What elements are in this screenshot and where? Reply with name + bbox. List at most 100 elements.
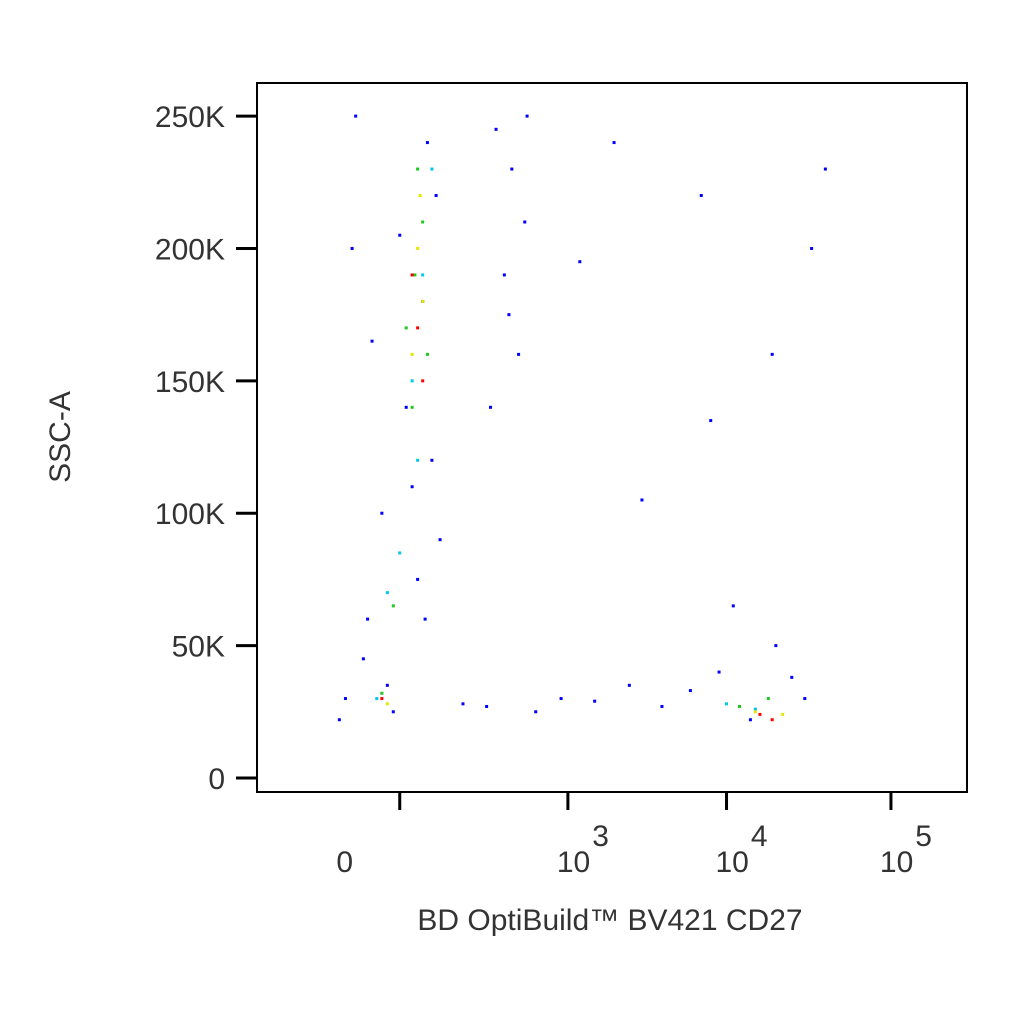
x-tick-exponent: 5 [915, 820, 932, 853]
point [398, 551, 402, 555]
point [770, 352, 774, 356]
point [385, 683, 389, 687]
point [416, 326, 420, 330]
y-tick-label: 100K [155, 498, 225, 531]
point [766, 697, 770, 701]
point [416, 577, 420, 581]
point [510, 167, 514, 171]
x-tick-label: 105 [880, 820, 932, 879]
point [660, 704, 664, 708]
point [627, 683, 631, 687]
point [410, 485, 414, 489]
point [438, 538, 442, 542]
x-tick-base: 10 [557, 846, 590, 879]
point [354, 114, 358, 118]
point [410, 379, 414, 383]
point [737, 704, 741, 708]
point [416, 246, 420, 250]
point [774, 644, 778, 648]
x-tick-label: 103 [557, 820, 609, 879]
point [494, 127, 498, 131]
point [709, 419, 713, 423]
point [593, 699, 597, 703]
point [790, 675, 794, 679]
point [370, 339, 374, 343]
point [410, 405, 414, 409]
y-tick-label: 50K [172, 631, 225, 664]
point [380, 691, 384, 695]
point [810, 246, 814, 250]
point [688, 689, 692, 693]
point [410, 273, 414, 277]
x-tick-label: 0 [336, 846, 353, 879]
point [770, 718, 774, 722]
point [803, 697, 807, 701]
point [398, 233, 402, 237]
point [758, 712, 762, 716]
point [559, 697, 563, 701]
point [699, 194, 703, 198]
point [391, 604, 395, 608]
point [418, 194, 422, 198]
point [375, 697, 379, 701]
point [725, 702, 729, 706]
point [823, 167, 827, 171]
x-tick-label: 104 [715, 820, 767, 879]
point [731, 604, 735, 608]
point [578, 260, 582, 264]
point [416, 458, 420, 462]
x-tick-base: 10 [715, 846, 748, 879]
point [413, 273, 417, 277]
point [430, 167, 434, 171]
point [410, 352, 414, 356]
point [404, 405, 408, 409]
point [781, 712, 785, 716]
point [350, 246, 354, 250]
y-tick-label: 0 [208, 763, 225, 796]
point [753, 710, 757, 714]
point [391, 710, 395, 714]
point [421, 379, 425, 383]
x-tick-base: 10 [880, 846, 913, 879]
point [525, 114, 529, 118]
point [385, 591, 389, 595]
x-tick-exponent: 4 [751, 820, 768, 853]
x-tick-exponent: 3 [592, 820, 609, 853]
point [423, 617, 427, 621]
point [425, 141, 429, 145]
point [343, 697, 347, 701]
point [753, 707, 757, 711]
point [430, 458, 434, 462]
point [361, 657, 365, 661]
y-tick-label: 250K [155, 101, 225, 134]
point [366, 617, 370, 621]
point [502, 273, 506, 277]
x-tick-base: 0 [336, 846, 353, 879]
point [612, 141, 616, 145]
point [416, 167, 420, 171]
point [485, 704, 489, 708]
point [421, 273, 425, 277]
plot-frame [256, 82, 968, 793]
point [421, 220, 425, 224]
point [434, 194, 438, 198]
y-axis-title: SSC-A [44, 391, 77, 483]
point [337, 718, 341, 722]
y-tick-label: 150K [155, 366, 225, 399]
point [425, 352, 429, 356]
y-tick-label: 200K [155, 233, 225, 266]
point [507, 313, 511, 317]
point [748, 718, 752, 722]
point [717, 670, 721, 674]
point [380, 511, 384, 515]
point [380, 697, 384, 701]
point [517, 352, 521, 356]
point [461, 702, 465, 706]
point [385, 702, 389, 706]
x-axis-title: BD OptiBuild™ BV421 CD27 [417, 904, 802, 937]
point [489, 405, 493, 409]
point [523, 220, 527, 224]
point [421, 299, 425, 303]
point [534, 710, 538, 714]
